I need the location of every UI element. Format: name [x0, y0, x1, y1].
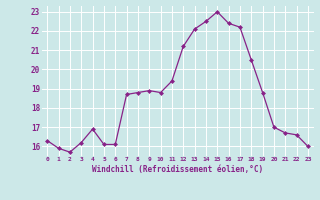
X-axis label: Windchill (Refroidissement éolien,°C): Windchill (Refroidissement éolien,°C) [92, 165, 263, 174]
